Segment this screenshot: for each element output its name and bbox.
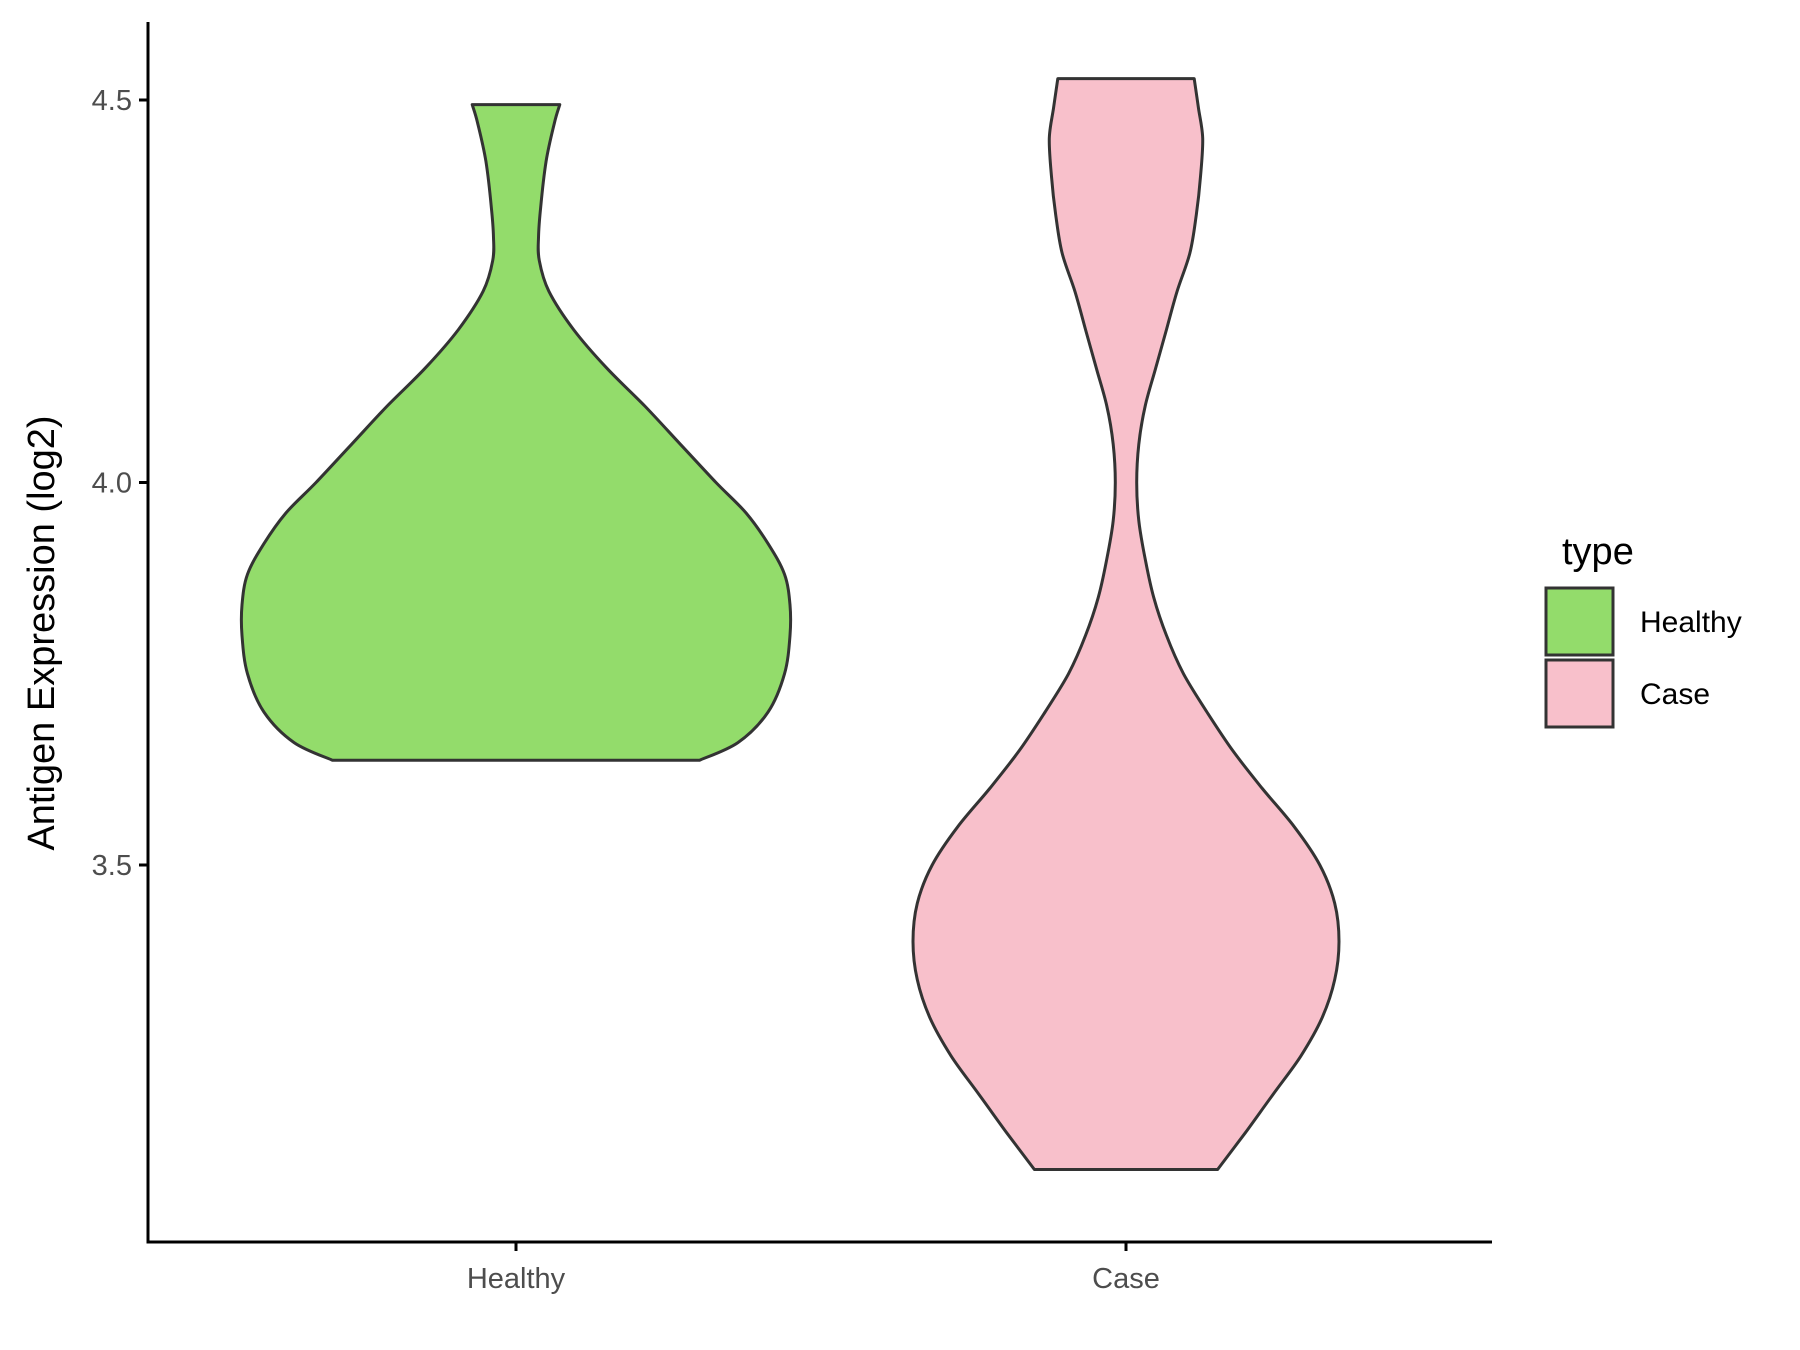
legend-label-case: Case	[1640, 678, 1710, 711]
y-tick-label: 4.5	[92, 85, 132, 117]
legend: type Healthy Case	[1544, 531, 1742, 729]
violins-layer	[239, 77, 1341, 1171]
y-tick-label: 3.5	[92, 850, 132, 882]
y-axis-title: Antigen Expression (log2)	[21, 415, 63, 850]
legend-key-case	[1544, 658, 1615, 729]
legend-label-healthy: Healthy	[1640, 606, 1742, 639]
x-tick-label: Case	[1092, 1263, 1160, 1295]
violin-healthy	[239, 103, 793, 762]
legend-title: type	[1562, 531, 1634, 573]
x-axis-ticks: Healthy Case	[467, 1242, 1160, 1295]
violin-case	[911, 77, 1341, 1171]
legend-entries: Healthy Case	[1544, 586, 1742, 729]
legend-key-healthy	[1544, 586, 1615, 657]
x-tick-label: Healthy	[467, 1263, 566, 1295]
y-axis-ticks: 3.5 4.0 4.5	[92, 85, 148, 882]
y-tick-label: 4.0	[92, 468, 132, 500]
